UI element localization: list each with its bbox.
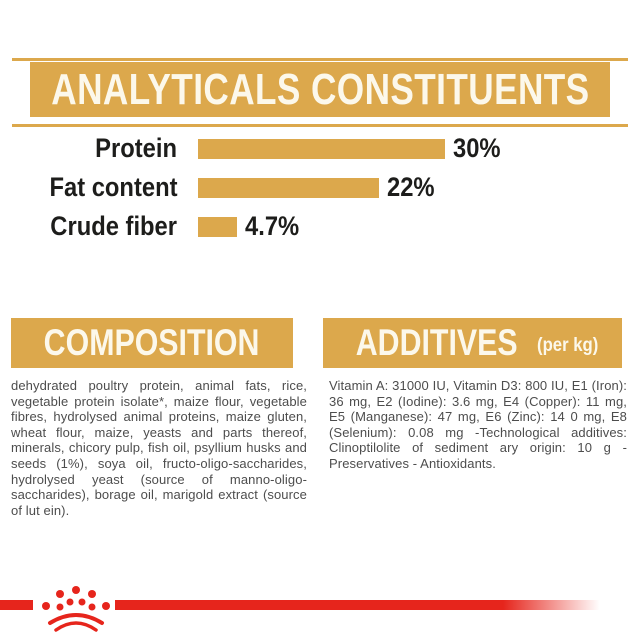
additives-title-suffix: (per kg) bbox=[537, 335, 599, 356]
analyticals-title: ANALYTICALS CONSTITUENTS bbox=[50, 64, 590, 114]
analyticals-header-banner: ANALYTICALS CONSTITUENTS bbox=[30, 62, 610, 117]
composition-title: COMPOSITION bbox=[44, 322, 260, 363]
chart-bar bbox=[198, 177, 380, 198]
chart-row: Crude fiber 4.7% bbox=[0, 207, 640, 246]
footer-rule bbox=[115, 600, 600, 610]
gold-rule-top bbox=[12, 58, 628, 61]
composition-body: dehydrated poultry protein, animal fats,… bbox=[11, 378, 307, 518]
chart-row: Protein 30% bbox=[0, 129, 640, 168]
additives-header-banner: ADDITIVES (per kg) bbox=[323, 318, 622, 368]
bar-chart: Protein 30% Fat content 22% Crude fiber 4.7% bbox=[0, 129, 640, 246]
additives-body: Vitamin A: 31000 IU, Vitamin D3: 800 IU,… bbox=[329, 378, 627, 471]
chart-value-label: 22% bbox=[387, 172, 435, 202]
chart-category-label: Fat content bbox=[48, 172, 177, 202]
chart-category-label: Protein bbox=[95, 133, 177, 163]
chart-value-label: 4.7% bbox=[244, 211, 299, 241]
gold-rule-bottom bbox=[12, 124, 628, 127]
footer-rule-left-segment bbox=[0, 600, 33, 610]
additives-title: ADDITIVES bbox=[355, 322, 518, 363]
chart-bar bbox=[198, 138, 445, 159]
chart-row: Fat content 22% bbox=[0, 168, 640, 207]
composition-header-banner: COMPOSITION bbox=[11, 318, 293, 368]
royal-canin-crown-logo bbox=[42, 586, 110, 632]
chart-category-label: Crude fiber bbox=[50, 211, 177, 241]
chart-bar bbox=[198, 216, 237, 237]
chart-value-label: 30% bbox=[453, 133, 501, 163]
